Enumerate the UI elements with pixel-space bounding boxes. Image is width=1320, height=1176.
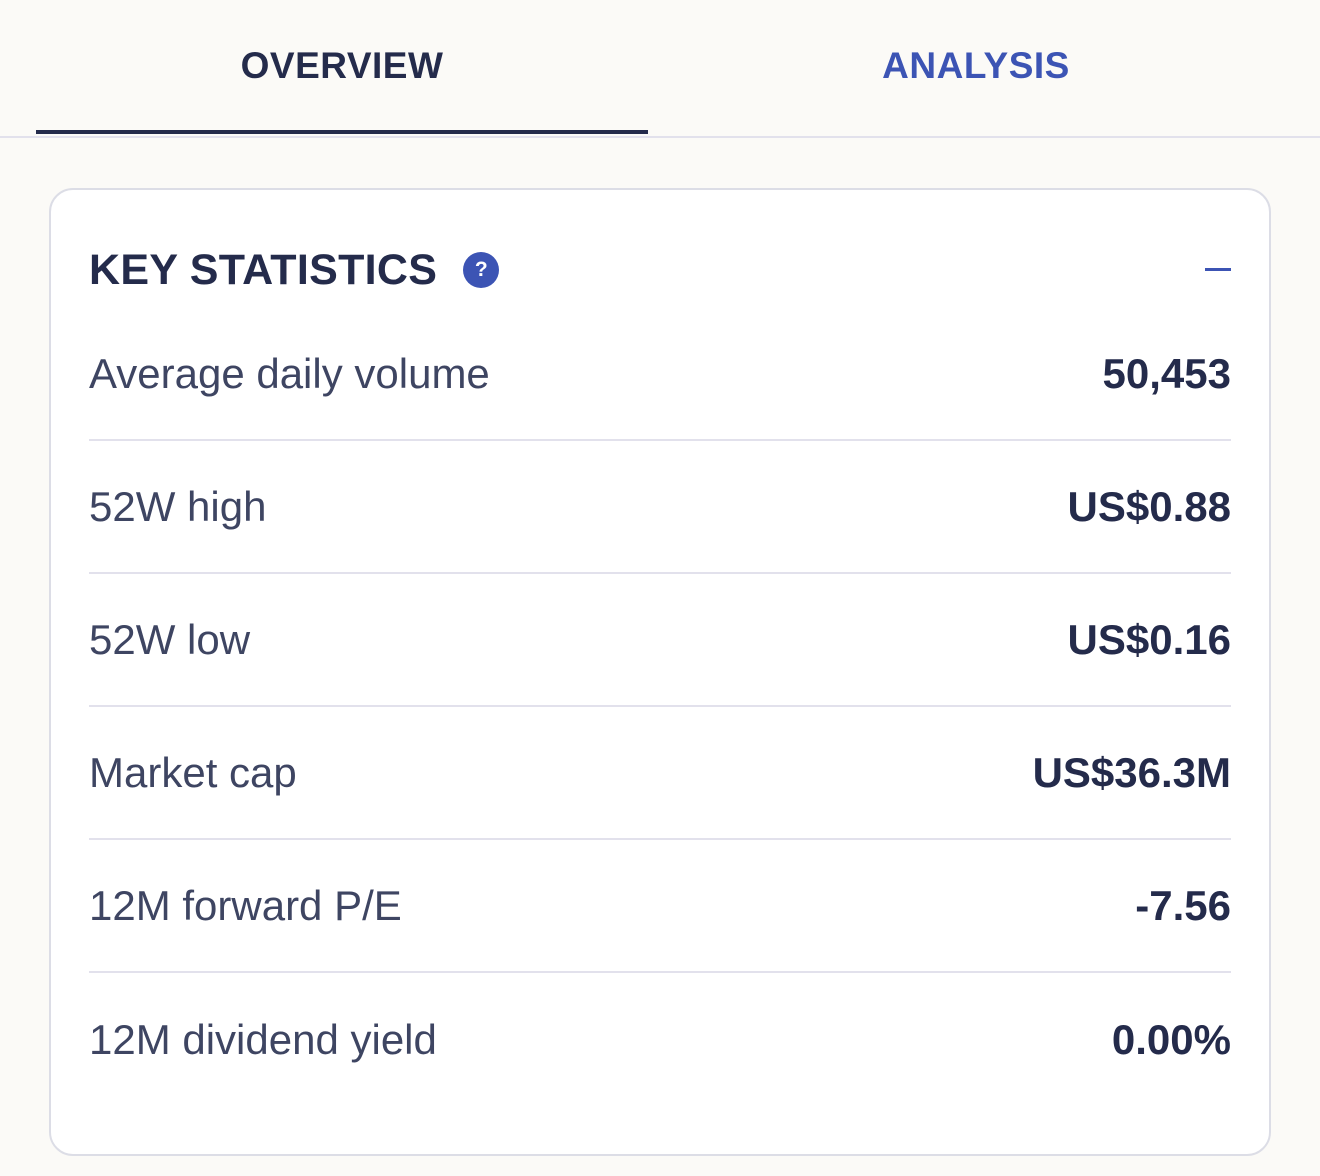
tab-analysis-label: ANALYSIS xyxy=(882,45,1070,86)
key-statistics-card: KEY STATISTICS ? Average daily volume 50… xyxy=(49,188,1271,1156)
stat-row-12m-dividend-yield: 12M dividend yield 0.00% xyxy=(89,973,1231,1106)
stat-row-market-cap: Market cap US$36.3M xyxy=(89,707,1231,840)
stats-list: Average daily volume 50,453 52W high US$… xyxy=(89,308,1231,1106)
stat-row-average-daily-volume: Average daily volume 50,453 xyxy=(89,308,1231,441)
minus-icon[interactable] xyxy=(1205,268,1231,271)
tab-analysis[interactable]: ANALYSIS xyxy=(670,0,1282,136)
question-circle-icon[interactable]: ? xyxy=(463,252,500,288)
stat-label: 52W high xyxy=(89,482,267,530)
tab-overview-label: OVERVIEW xyxy=(240,45,444,86)
active-tab-indicator xyxy=(36,130,648,134)
stat-value: -7.56 xyxy=(1135,881,1231,929)
tab-overview[interactable]: OVERVIEW xyxy=(36,0,648,136)
stat-label: Average daily volume xyxy=(89,349,490,397)
tab-bar: OVERVIEW ANALYSIS xyxy=(0,0,1320,138)
stat-row-52w-low: 52W low US$0.16 xyxy=(89,574,1231,707)
stat-label: 12M forward P/E xyxy=(89,881,402,929)
stat-label: 12M dividend yield xyxy=(89,1015,437,1063)
card-title: KEY STATISTICS xyxy=(89,245,438,294)
stat-value: 0.00% xyxy=(1111,1015,1231,1063)
card-header: KEY STATISTICS ? xyxy=(89,240,1231,300)
stat-value: US$0.16 xyxy=(1067,615,1231,663)
stat-value: US$0.88 xyxy=(1067,482,1231,530)
stat-row-12m-forward-pe: 12M forward P/E -7.56 xyxy=(89,840,1231,973)
stat-value: 50,453 xyxy=(1102,349,1231,397)
stat-label: Market cap xyxy=(89,748,297,796)
stat-row-52w-high: 52W high US$0.88 xyxy=(89,441,1231,574)
stat-value: US$36.3M xyxy=(1032,748,1231,796)
stat-label: 52W low xyxy=(89,615,251,663)
